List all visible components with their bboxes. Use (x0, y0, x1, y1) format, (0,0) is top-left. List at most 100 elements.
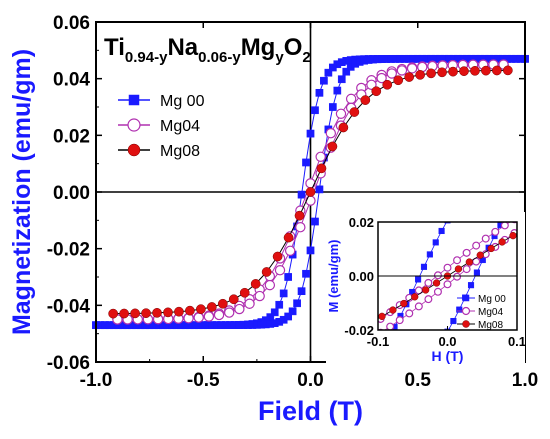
inset-data-point (438, 227, 445, 235)
data-point (196, 304, 206, 314)
inset-data-point (468, 184, 474, 190)
data-point (437, 67, 447, 78)
legend-marker (128, 94, 140, 106)
data-point (406, 63, 418, 74)
inset-data-point (476, 251, 484, 259)
inset-data-point (378, 312, 386, 320)
data-point (275, 300, 284, 309)
data-point (470, 65, 480, 76)
data-point (338, 122, 349, 133)
data-point (272, 251, 283, 262)
inset-data-point (433, 271, 442, 280)
data-point (324, 68, 333, 77)
data-point (152, 307, 162, 318)
inset-data-point (515, 195, 521, 201)
data-point (293, 299, 301, 308)
data-point (174, 306, 184, 317)
data-point (386, 68, 397, 79)
inset-data-point (509, 203, 515, 209)
inset-data-point (443, 263, 452, 272)
data-point (141, 308, 151, 319)
y-axis-title: Magnetization (emu/gm) (8, 49, 36, 335)
data-point (315, 88, 324, 97)
formula-base: O (284, 34, 303, 61)
inset-y-tick-label: 0.02 (349, 215, 374, 230)
inset-data-point (398, 381, 404, 387)
data-point (328, 103, 337, 111)
data-point (448, 66, 458, 77)
data-point (217, 298, 228, 309)
data-point (382, 79, 393, 90)
x-tick-label: -1.0 (80, 370, 113, 391)
inset-data-point (486, 169, 492, 175)
legend-label: Mg08 (160, 143, 200, 160)
data-point (502, 65, 513, 76)
inset-data-point (473, 269, 480, 276)
data-point (337, 75, 346, 84)
data-point (295, 222, 306, 233)
inset-series-line (378, 222, 517, 330)
data-point (284, 273, 293, 281)
inset-series-2 (378, 232, 517, 320)
data-point (228, 294, 239, 305)
series-2 (108, 65, 513, 319)
y-tick-label: 0.06 (53, 13, 90, 34)
data-point (119, 308, 129, 319)
composition-label: Ti0.94-yNa0.06-yMgyO2 (104, 34, 311, 66)
inset-data-point (414, 302, 423, 311)
inset-legend-label: Mg 00 (478, 294, 506, 305)
inset-data-point (426, 251, 433, 258)
inset-data-point (433, 287, 442, 296)
data-point (345, 93, 357, 105)
inset-data-point (472, 241, 481, 250)
inset-data-point (415, 276, 422, 283)
data-point (239, 287, 250, 298)
data-point (306, 129, 315, 138)
main-plot: 0.060.040.020.00-0.02-0.04-0.06-1.0 -0.5 0… (8, 13, 538, 426)
data-point (360, 95, 371, 105)
data-point (349, 107, 360, 117)
inset-data-point (454, 265, 463, 273)
data-point (284, 245, 296, 256)
legend-marker (127, 143, 141, 157)
data-point (297, 287, 306, 296)
data-point (250, 279, 261, 289)
formula-subscript: y (275, 49, 284, 66)
inset-data-point (411, 293, 419, 301)
data-point (284, 312, 293, 321)
inset-legend-marker (461, 306, 471, 316)
data-point (481, 65, 491, 76)
inset-data-point (509, 157, 515, 163)
inset-data-point (462, 265, 471, 274)
inset-data-point (424, 295, 433, 304)
inset-legend-marker (462, 320, 470, 328)
inset-y-tick-label: -0.02 (344, 323, 374, 338)
formula-subscript: 2 (302, 49, 310, 66)
data-point (130, 308, 140, 319)
data-point (335, 108, 347, 120)
x-axis-title: Field (T) (258, 396, 363, 426)
inset-legend: Mg 00 Mg04 Mg08 (457, 294, 506, 331)
inset-y-axis-title: M (emu/gm) (326, 240, 341, 313)
data-point (426, 68, 436, 79)
inset-data-point (481, 234, 490, 243)
data-point (333, 86, 342, 95)
data-point (371, 86, 382, 97)
data-point (459, 66, 469, 77)
inset-data-point (487, 244, 495, 253)
data-point (320, 76, 328, 85)
inset-data-point (456, 199, 462, 205)
y-tick-label: 0.04 (53, 70, 90, 91)
inset-x-tick-label: 0.0 (438, 334, 456, 349)
inset-data-point (504, 159, 510, 165)
data-point (163, 307, 173, 318)
legend-label: Mg 00 (160, 93, 205, 110)
inset-data-point (395, 316, 404, 325)
data-point (185, 305, 195, 316)
inset-y-tick-label: 0.00 (349, 269, 374, 284)
inset-data-point (515, 155, 521, 161)
data-point (193, 312, 204, 323)
data-point (302, 158, 310, 167)
inset-data-point (374, 391, 380, 397)
inset-data-point (432, 279, 441, 287)
